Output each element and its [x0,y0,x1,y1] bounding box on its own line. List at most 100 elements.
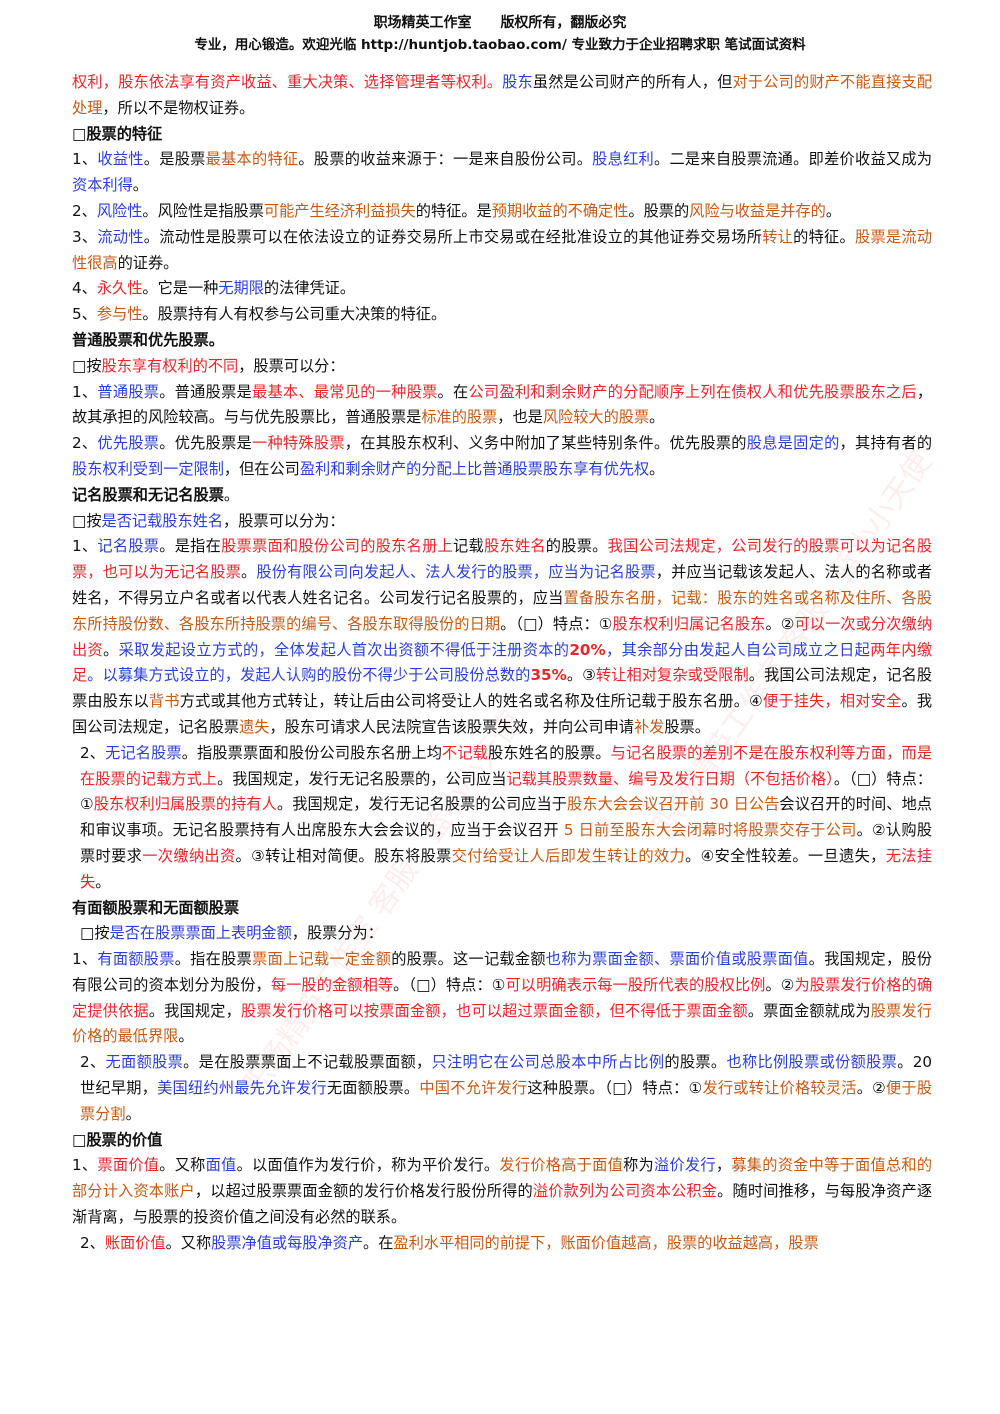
paragraph: 2、无面额股票。是在股票票面上不记载股票面额，只注明它在公司总股本中所占比例的股… [72,1050,932,1127]
paragraph: 2、优先股票。优先股票是一种特殊股票，在其股东权利、义务中附加了某些特别条件。优… [72,431,932,483]
text-run: 票面上记载一定金额 [252,950,392,969]
paragraph: □按是否在股票票面上表明金额，股票分为： [72,921,932,947]
text-run: □按 [72,511,102,530]
text-run: 1、 [72,950,98,969]
text-run: 。 [132,176,148,195]
text-run: 是否记载股东姓名 [101,511,224,530]
text-run: 背书 [148,692,180,711]
text-run: 记载其股票数量、编号及发行日期（不包括价格） [506,769,834,788]
text-run: 最基本的特征 [205,150,299,169]
text-run: 这种股票。（□）特点：① [527,1079,703,1098]
text-run: 。风险性是指股票 [142,201,264,220]
paragraph: 2、风险性。风险性是指股票可能产生经济利益损失的特征。是预期收益的不确定性。股票… [72,199,932,225]
text-run: 的法律凭证。 [263,279,356,298]
text-run: 转让相对复杂或受限制 [595,666,749,685]
text-run: 便于股票分割 [80,1079,933,1123]
text-run: 股东权利归属记名股东 [612,614,766,633]
text-run: 是否在股票票面上表明金额 [109,924,292,943]
text-run: 每一股的金额相等 [270,975,394,994]
text-run: □股票的价值 [72,1130,163,1149]
text-run: 。 [103,640,119,659]
text-run: 。（□）特点：① [500,614,613,633]
text-run: 。② [765,614,795,633]
text-run: 风险性 [96,201,143,220]
text-run: 5 日前至股东大会闭幕时将股票交存于公司 [563,821,857,840]
text-run: 优先股票 [97,434,160,453]
text-run: ，其余部分由发起人自公司成立之日起 [605,640,871,659]
text-run: 。指在股票 [174,950,253,969]
text-run: 5、 [72,305,97,324]
text-run: 方式或其他方式转让，转让后由公司将受让人的姓名或名称及住所记载于股东名册。④ [179,692,763,711]
text-run: 。指股票票面和股份公司股东名册上均 [181,743,443,762]
text-run: 与记名股票的差别不是在股东权利等方面，而是在股票的记载方式上 [80,743,933,788]
text-run: ，股东可请求人民法院宣告该股票失效，并向公司申请 [269,717,634,736]
document-body: 权利，股东依法享有资产收益、重大决策、选择管理者等权利。股东虽然是公司财产的所有… [72,70,932,1257]
text-run: □按 [80,924,110,943]
text-run: 的特征。是 [415,201,492,220]
text-run: 1、 [72,537,98,556]
text-run: 。股票持有人有权参与公司重大决策的特征。 [142,305,447,324]
text-run: 35% [530,666,567,685]
header-tagline: 专业，用心锻造。欢迎光临 http://huntjob.taobao.com/ … [194,37,806,53]
text-run: 2、 [80,1233,105,1252]
text-run: 的特征。 [793,227,855,246]
text-run: 。 [825,201,842,220]
paragraph: 1、票面价值。又称面值。以面值作为发行价，称为平价发行。发行价格高于面值称为溢价… [72,1153,932,1230]
text-run: 发行价格高于面值 [499,1156,624,1175]
text-run: 普通股票和优先股票。 [72,330,224,349]
text-run: 1、 [72,1156,98,1175]
paragraph: 1、收益性。是股票最基本的特征。股票的收益来源于：一是来自股份公司。股息红利。二… [72,147,932,199]
text-run: 有面额股票和无面额股票 [72,898,240,917]
paragraph: 2、账面价值。又称股票净值或每股净资产。在盈利水平相同的前提下，账面价值越高，股… [72,1231,932,1257]
text-run: 。我国规定，发行无记名股票的，公司应当 [217,769,507,788]
text-run: ，股票可以分： [238,356,345,375]
text-run: 可能产生经济利益损失 [263,201,416,220]
text-run: 。 [178,1027,194,1046]
text-run: 2、 [72,434,98,453]
text-run: 可以一次或分次缴纳出资 [72,614,933,659]
text-run: 标准的股票 [421,408,498,427]
paragraph: 1、有面额股票。指在股票票面上记载一定金额的股票。这一记载金额也称为票面金额、票… [72,947,932,1050]
text-run: 置备股东名册，记载：股东的姓名或名称及住所、各股东所持股份数、各股东所持股票的编… [72,588,933,633]
text-run: 可以明确表示每一股所代表的股权比例 [505,975,766,994]
text-run: 。（□）特点：① [393,975,506,994]
text-run: 。股票的收益来源于：一是来自股份公司。 [298,150,593,169]
text-run: ，所以不是物权证券。 [102,98,255,117]
text-run: 盈利和剩余财产的分配上比普通股票股东享有优先权 [299,459,650,478]
text-run: 虽然是公司财产的所有人，但 [532,73,733,91]
text-run: 风险与收益是并存的 [689,201,826,220]
text-run: 。 [223,485,240,504]
section-heading: □股票的价值 [72,1128,932,1154]
paragraph: 3、流动性。流动性是股票可以在依法设立的证券交易所上市交易或在经批准设立的其他证… [72,225,932,277]
text-run: 盈利水平相同的前提下，账面价值越高，股票的收益越高，股票 [393,1233,819,1252]
text-run: ，但在公司 [223,459,300,478]
text-run: ，在其股东权利、义务中附加了某些特别条件。优先股票的 [344,434,747,453]
text-run: 公司盈利和剩余财产的分配顺序上列在债权人和优先股票股东之后 [468,382,917,401]
text-run: 预期收益的不确定性 [491,201,629,220]
section-heading: □股票的特征 [72,122,932,148]
text-run: 无面额股票。 [326,1079,420,1098]
text-run: 。 [240,563,257,582]
text-run: 一种特殊股票 [252,434,345,453]
text-run: 股票发行价格的最低界限 [72,1001,933,1046]
text-run: 转让 [762,227,794,246]
paragraph: 权利，股东依法享有资产收益、重大决策、选择管理者等权利。股东虽然是公司财产的所有… [72,70,932,122]
text-run: 两年内缴足 [72,640,933,685]
text-run: 。 [125,1104,141,1123]
section-heading: 普通股票和优先股票。 [72,328,932,354]
text-run: ，并应当记载该发起人、法人的名称或者姓名，不得另立户名或者以代表人姓名记名。公司… [72,563,933,607]
text-run: 20% [569,640,606,659]
paragraph: 1、记名股票。是指在股票票面和股份公司的股东名册上记载股东姓名的股票。我国公司法… [72,534,932,740]
text-run: 股票净值或每股净资产 [211,1233,364,1252]
text-run: 称为 [623,1156,655,1175]
text-run: 股票是流动性很高 [72,227,933,272]
text-run: 。二是来自股票流通。即差价收益又成为 [654,150,933,169]
text-run: 。 [649,408,665,427]
text-run: 募集的资金中等于面值总和的部分计入资本账户 [72,1156,933,1201]
text-run: 补发 [633,717,665,736]
text-run: 收益性 [97,150,144,169]
text-run: 账面价值 [104,1233,166,1252]
text-run: 股票发行价格可以按票面金额，也可以超过票面金额，但不得低于票面金额 [240,1001,748,1020]
text-run: 普通股票 [97,382,160,401]
header-studio: 职场精英工作室 [373,15,472,31]
